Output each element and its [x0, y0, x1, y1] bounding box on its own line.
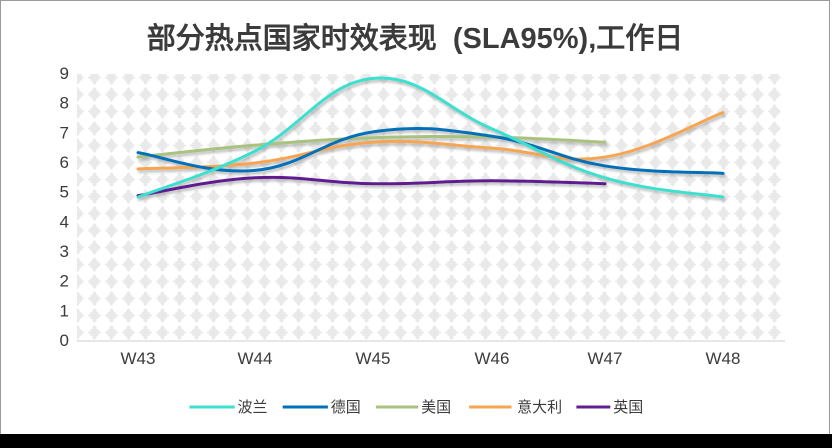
svg-text:2: 2	[60, 272, 69, 291]
svg-text:意大利: 意大利	[517, 398, 562, 416]
svg-text:7: 7	[60, 123, 69, 142]
svg-text:美国: 美国	[421, 399, 451, 416]
svg-text:德国: 德国	[331, 398, 361, 416]
svg-text:W44: W44	[238, 349, 273, 368]
svg-text:W45: W45	[356, 349, 391, 368]
svg-text:1: 1	[60, 301, 69, 320]
svg-text:0: 0	[60, 331, 69, 350]
svg-text:6: 6	[60, 153, 69, 172]
svg-text:W47: W47	[588, 349, 623, 368]
svg-text:W46: W46	[475, 349, 510, 368]
svg-text:8: 8	[60, 94, 69, 113]
svg-text:波兰: 波兰	[238, 399, 268, 416]
svg-text:9: 9	[60, 64, 69, 83]
svg-text:3: 3	[60, 242, 69, 261]
svg-text:W48: W48	[706, 349, 741, 368]
svg-text:W43: W43	[121, 349, 156, 368]
svg-text:英国: 英国	[613, 398, 643, 416]
svg-text:5: 5	[60, 183, 69, 202]
svg-text:4: 4	[60, 212, 69, 231]
